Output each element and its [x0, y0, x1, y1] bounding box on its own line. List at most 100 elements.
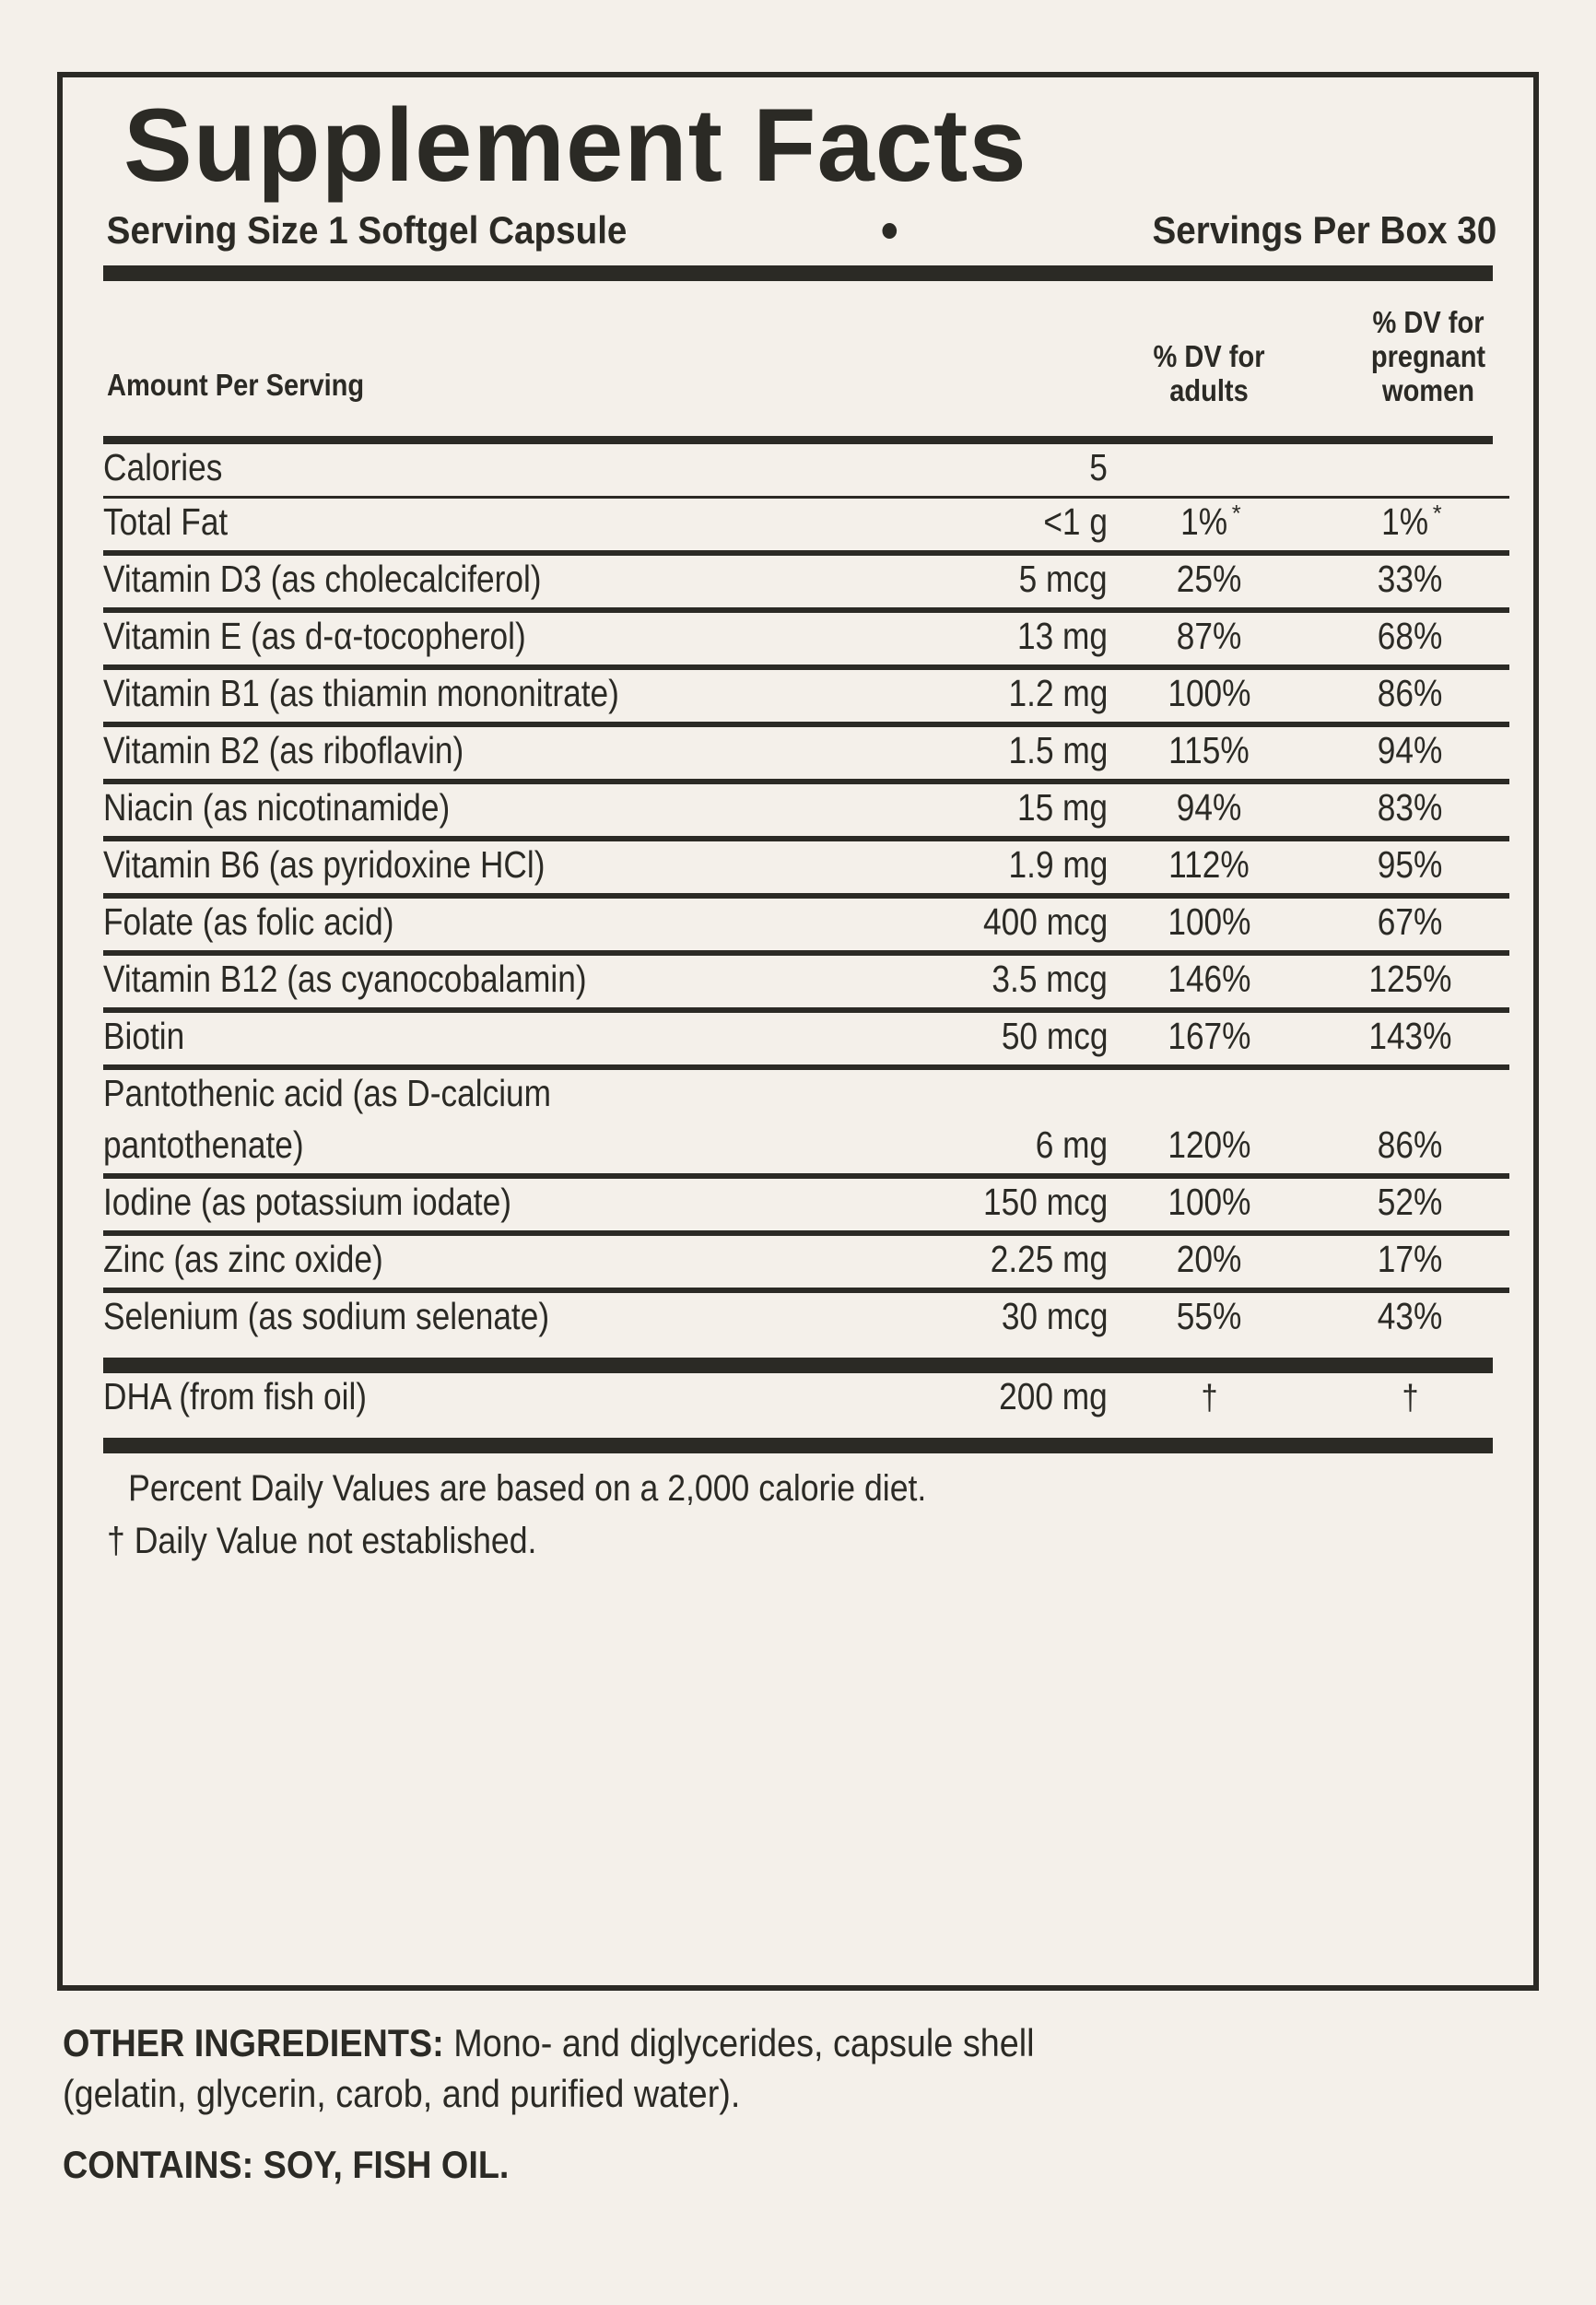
row-amount: 30 mcg — [1001, 1295, 1108, 1337]
table-row: Total Fat <1 g 1% * 1% * — [103, 497, 1509, 556]
contains-allergens: CONTAINS: SOY, FISH OIL. — [63, 2143, 510, 2187]
row-dv-pregnant: 94% — [1310, 724, 1509, 784]
row-name: Biotin — [103, 1010, 831, 1070]
row-dv-adults — [1108, 444, 1310, 499]
footnote-star-adults: * — [1231, 500, 1241, 527]
row-dv-pregnant: 95% — [1310, 839, 1509, 899]
row-dv-pregnant: 1% * — [1310, 497, 1509, 556]
row-name: Vitamin B1 (as thiamin mononitrate) — [103, 667, 831, 727]
facts-panel: Supplement Facts Serving Size 1 Softgel … — [57, 72, 1539, 1991]
row-dv-adults: 167% — [1108, 1010, 1310, 1070]
row-amount: 13 mg — [831, 610, 1108, 670]
row-amount: 2.25 mg — [831, 1233, 1108, 1293]
row-name: Vitamin E (as d-α-tocopherol) — [103, 610, 831, 670]
servings-per-box-text: Servings Per Box 30 — [1152, 208, 1497, 252]
row-dv-adults: 146% — [1108, 953, 1310, 1013]
footnotes-block: Percent Daily Values are based on a 2,00… — [103, 1463, 1493, 1568]
row-dv-pregnant: 43% — [1377, 1295, 1443, 1337]
row-dv-pregnant: 67% — [1310, 896, 1509, 956]
row-dv-pregnant: 86% — [1310, 1122, 1509, 1179]
ingredients-block: OTHER INGREDIENTS: Mono- and diglyceride… — [63, 2018, 1555, 2187]
dv-pregnant-header: % DV for pregnant women — [1341, 305, 1516, 408]
dv-pregnant-header-line2: pregnant — [1370, 339, 1486, 374]
row-amount: 1.2 mg — [831, 667, 1108, 727]
bullet-dot-icon — [882, 222, 898, 239]
row-amount: 400 mcg — [831, 896, 1108, 956]
dv-adults-header: % DV for adults — [1120, 339, 1298, 408]
row-amount: 5 — [831, 444, 1108, 499]
footnote-dagger: † Daily Value not established. — [107, 1520, 537, 1561]
row-amount: 15 mg — [831, 782, 1108, 841]
dha-dv-adults: † — [1200, 1378, 1218, 1417]
row-amount: 1.9 mg — [831, 839, 1108, 899]
row-name: Folate (as folic acid) — [103, 896, 831, 956]
row-dv-pregnant: 83% — [1310, 782, 1509, 841]
row-name: Total Fat — [103, 497, 831, 556]
row-dv-pregnant: 86% — [1310, 667, 1509, 727]
row-dv-adults: 115% — [1108, 724, 1310, 784]
row-dv-pregnant: 125% — [1310, 953, 1509, 1013]
table-row: Selenium (as sodium selenate) 30 mcg 55%… — [103, 1290, 1509, 1345]
row-dv-pregnant — [1310, 444, 1509, 499]
row-dv-adults: 94% — [1108, 782, 1310, 841]
table-row: pantothenate) 6 mg 120% 86% — [103, 1122, 1509, 1179]
serving-info-row: Serving Size 1 Softgel Capsule Servings … — [103, 208, 1497, 253]
row-name: Iodine (as potassium iodate) — [103, 1176, 831, 1236]
row-dv-pregnant: 143% — [1310, 1010, 1509, 1070]
row-dv-pregnant: 68% — [1310, 610, 1509, 670]
row-amount-spacer — [831, 1067, 1108, 1122]
row-dv-adults: 112% — [1108, 839, 1310, 899]
row-dv-adults: 87% — [1108, 610, 1310, 670]
dha-amount: 200 mg — [999, 1375, 1108, 1417]
row-amount: 6 mg — [831, 1122, 1108, 1179]
row-name-line1: Pantothenic acid (as D-calcium — [103, 1072, 552, 1114]
amount-per-serving-header: Amount Per Serving — [107, 368, 365, 402]
row-name: Vitamin B12 (as cyanocobalamin) — [103, 953, 831, 1013]
row-dv-adults: 100% — [1108, 896, 1310, 956]
row-dv-pregnant-spacer — [1310, 1067, 1509, 1122]
other-ingredients-text: Mono- and diglycerides, capsule shell — [443, 2021, 1035, 2064]
table-row: Folate (as folic acid) 400 mcg 100% 67% — [103, 896, 1509, 956]
row-name: Zinc (as zinc oxide) — [103, 1233, 831, 1293]
row-name: Calories — [103, 444, 831, 499]
other-ingredients-line2: (gelatin, glycerin, carob, and purified … — [63, 2071, 741, 2115]
dv-adults-header-line2: adults — [1169, 373, 1249, 408]
row-amount: 50 mcg — [831, 1010, 1108, 1070]
column-header-band: Amount Per Serving % DV for adults % DV … — [103, 281, 1493, 436]
row-dv-pregnant: 33% — [1310, 553, 1509, 613]
row-dv-adults: 120% — [1108, 1122, 1310, 1179]
table-row: Iodine (as potassium iodate) 150 mcg 100… — [103, 1176, 1509, 1236]
table-row: Pantothenic acid (as D-calcium — [103, 1067, 1509, 1122]
row-dv-adults-spacer — [1108, 1067, 1310, 1122]
table-row: Calories 5 — [103, 444, 1509, 499]
dv-adults-header-line1: % DV for — [1153, 339, 1265, 374]
footnote-star-pregnant: * — [1432, 500, 1442, 527]
table-row: Niacin (as nicotinamide) 15 mg 94% 83% — [103, 782, 1509, 841]
row-name-line2: pantothenate) — [103, 1122, 831, 1179]
row-dv-adults: 100% — [1108, 1176, 1310, 1236]
row-amount: 150 mcg — [831, 1176, 1108, 1236]
divider-heavy-after-dha — [103, 1438, 1493, 1453]
dha-name: DHA (from fish oil) — [103, 1375, 368, 1417]
table-row: Vitamin B6 (as pyridoxine HCl) 1.9 mg 11… — [103, 839, 1509, 899]
dha-table: DHA (from fish oil) 200 mg † † — [103, 1373, 1509, 1425]
row-amount: 3.5 mcg — [831, 953, 1108, 1013]
other-ingredients-line1: OTHER INGREDIENTS: Mono- and diglyceride… — [63, 2018, 1406, 2069]
row-amount: 5 mcg — [831, 553, 1108, 613]
dv-pregnant-header-line1: % DV for — [1372, 305, 1485, 340]
row-dv-pregnant: 17% — [1310, 1233, 1509, 1293]
table-row: Vitamin B1 (as thiamin mononitrate) 1.2 … — [103, 667, 1509, 727]
row-name: Vitamin B6 (as pyridoxine HCl) — [103, 839, 831, 899]
dha-dv-pregnant: † — [1401, 1378, 1419, 1417]
row-dv-adults: 1% * — [1108, 497, 1310, 556]
row-amount: 1.5 mg — [831, 724, 1108, 784]
table-row: Biotin 50 mcg 167% 143% — [103, 1010, 1509, 1070]
table-row: Zinc (as zinc oxide) 2.25 mg 20% 17% — [103, 1233, 1509, 1293]
page-title: Supplement Facts — [123, 88, 1027, 203]
row-name: Vitamin D3 (as cholecalciferol) — [103, 553, 831, 613]
table-row: Vitamin E (as d-α-tocopherol) 13 mg 87% … — [103, 610, 1509, 670]
table-row-dha: DHA (from fish oil) 200 mg † † — [103, 1373, 1509, 1425]
serving-size-text: Serving Size 1 Softgel Capsule — [106, 208, 628, 252]
divider-under-headers — [103, 436, 1493, 444]
